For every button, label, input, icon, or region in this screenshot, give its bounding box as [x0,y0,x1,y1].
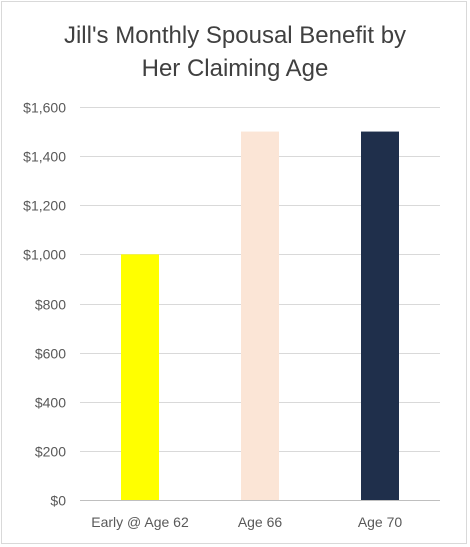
x-tick-label: Age 66 [238,514,283,530]
chart-title-line-1: Jill's Monthly Spousal Benefit by [63,22,407,49]
bar [361,131,399,500]
y-tick-label: $1,000 [23,247,66,263]
bar [121,254,159,500]
y-tick-label: $1,200 [23,198,66,214]
y-tick-label: $800 [35,297,66,313]
bar [241,131,279,500]
y-tick-label: $1,600 [23,100,66,116]
chart-title-line-2: Her Claiming Age [141,55,329,82]
y-tick-label: $0 [50,493,66,509]
x-tick-label: Early @ Age 62 [91,514,189,530]
x-tick-label: Age 70 [358,514,403,530]
chart-title: Jill's Monthly Spousal Benefit by Her Cl… [0,19,470,85]
y-tick-label: $200 [35,444,66,460]
y-tick-label: $1,400 [23,149,66,165]
y-tick-label: $600 [35,346,66,362]
y-tick-label: $400 [35,395,66,411]
